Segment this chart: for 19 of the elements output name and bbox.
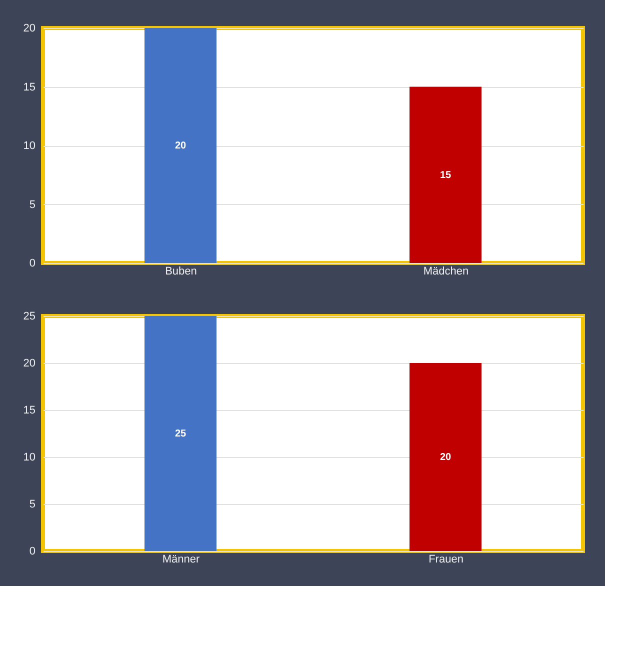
y-tick-label: 15 — [23, 404, 36, 416]
y-tick-label: 20 — [23, 358, 36, 370]
data-label: 20 — [440, 452, 452, 463]
y-tick-label: 5 — [29, 498, 36, 510]
y-tick-label: 0 — [29, 546, 36, 558]
data-label: 25 — [174, 428, 186, 440]
data-label: 20 — [174, 140, 186, 152]
data-label: 15 — [440, 170, 452, 181]
x-tick-label: Männer — [162, 554, 200, 566]
x-tick-label: Frauen — [428, 554, 464, 566]
y-tick-label: 25 — [23, 310, 36, 322]
y-tick-label: 10 — [23, 140, 36, 152]
y-tick-label: 20 — [23, 22, 36, 34]
y-tick-label: 15 — [23, 81, 36, 94]
y-tick-label: 0 — [29, 258, 36, 270]
x-tick-label: Mädchen — [423, 266, 469, 278]
x-tick-label: Buben — [165, 266, 197, 278]
y-tick-label: 10 — [23, 452, 36, 464]
y-tick-label: 5 — [29, 198, 36, 211]
